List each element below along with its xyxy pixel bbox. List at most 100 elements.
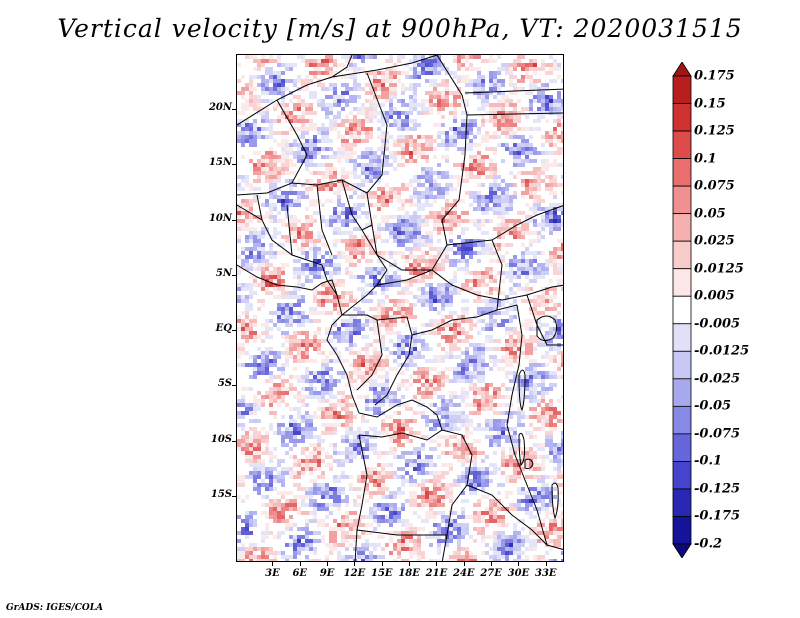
velocity-cell <box>473 359 477 363</box>
velocity-cell <box>333 503 341 507</box>
velocity-cell <box>373 359 377 363</box>
velocity-cell <box>277 75 281 79</box>
velocity-cell <box>253 315 257 319</box>
velocity-cell <box>365 351 369 355</box>
latitude-tick-mark <box>232 220 236 221</box>
velocity-cell <box>445 375 449 379</box>
velocity-cell <box>473 135 477 139</box>
velocity-cell <box>489 463 497 467</box>
velocity-cell <box>561 219 564 223</box>
velocity-cell <box>389 535 393 539</box>
velocity-cell <box>545 175 549 179</box>
velocity-cell <box>377 227 385 231</box>
velocity-cell <box>469 155 477 159</box>
velocity-cell <box>417 71 421 75</box>
velocity-cell <box>253 363 257 367</box>
velocity-cell <box>273 555 277 559</box>
velocity-cell <box>269 487 273 491</box>
vertical-velocity-field <box>237 55 564 562</box>
velocity-cell <box>529 287 533 291</box>
velocity-cell <box>385 79 393 83</box>
colorbar-segment <box>673 544 691 558</box>
velocity-cell <box>237 555 245 559</box>
velocity-cell <box>513 175 517 179</box>
velocity-cell <box>501 235 505 239</box>
velocity-cell <box>373 271 377 275</box>
velocity-cell <box>529 195 533 199</box>
velocity-cell <box>333 115 341 119</box>
velocity-cell <box>529 135 533 139</box>
velocity-cell <box>409 283 413 287</box>
velocity-cell <box>413 339 421 343</box>
velocity-cell <box>241 299 249 303</box>
velocity-cell <box>245 431 249 435</box>
velocity-cell <box>261 363 265 367</box>
velocity-cell <box>289 351 293 355</box>
velocity-cell <box>421 215 425 219</box>
velocity-cell <box>465 191 469 195</box>
velocity-cell <box>289 63 297 67</box>
velocity-cell <box>373 547 377 551</box>
velocity-cell <box>461 299 469 303</box>
velocity-cell <box>485 535 493 539</box>
velocity-cell <box>417 199 421 203</box>
velocity-cell <box>265 175 269 179</box>
velocity-cell <box>513 539 517 543</box>
velocity-cell <box>449 487 453 491</box>
velocity-cell <box>557 443 561 447</box>
velocity-cell <box>257 307 261 311</box>
velocity-cell <box>393 139 397 143</box>
velocity-cell <box>397 291 405 295</box>
velocity-cell <box>297 459 301 463</box>
velocity-cell <box>429 259 437 263</box>
velocity-cell <box>281 483 285 487</box>
velocity-cell <box>453 75 461 79</box>
velocity-cell <box>497 443 501 447</box>
velocity-cell <box>557 475 561 479</box>
velocity-cell <box>453 379 457 383</box>
velocity-cell <box>333 255 337 259</box>
velocity-cell <box>481 283 485 287</box>
velocity-cell <box>369 551 373 555</box>
velocity-cell <box>277 171 281 175</box>
velocity-cell <box>521 107 529 111</box>
velocity-cell <box>493 171 497 175</box>
velocity-cell <box>361 335 369 339</box>
velocity-cell <box>449 295 453 299</box>
velocity-cell <box>373 407 381 411</box>
velocity-cell <box>561 323 564 327</box>
velocity-cell <box>341 539 349 543</box>
velocity-cell <box>341 55 349 59</box>
velocity-cell <box>525 507 529 511</box>
velocity-cell <box>501 191 505 195</box>
velocity-cell <box>421 555 425 559</box>
velocity-cell <box>297 391 301 395</box>
velocity-cell <box>481 183 485 187</box>
velocity-cell <box>489 443 493 447</box>
velocity-cell <box>361 279 365 283</box>
velocity-cell <box>465 227 469 231</box>
velocity-cell <box>329 263 333 267</box>
velocity-cell <box>281 335 285 339</box>
velocity-cell <box>305 239 309 243</box>
velocity-cell <box>297 535 305 539</box>
map-plot-area[interactable] <box>236 54 564 562</box>
velocity-cell <box>421 447 425 451</box>
velocity-cell <box>277 387 281 391</box>
velocity-cell <box>301 347 305 351</box>
velocity-cell <box>489 547 493 551</box>
velocity-cell <box>305 379 309 383</box>
velocity-cell <box>441 91 445 95</box>
colorbar-segment <box>673 62 691 76</box>
velocity-cell <box>513 359 517 363</box>
velocity-cell <box>453 187 457 191</box>
velocity-cell <box>329 147 333 151</box>
velocity-cell <box>469 55 473 59</box>
velocity-cell <box>377 351 381 355</box>
velocity-cell <box>445 131 449 135</box>
velocity-cell <box>445 463 453 467</box>
velocity-cell <box>333 431 337 435</box>
velocity-cell <box>373 379 377 383</box>
velocity-cell <box>285 451 289 455</box>
velocity-cell <box>477 87 481 91</box>
